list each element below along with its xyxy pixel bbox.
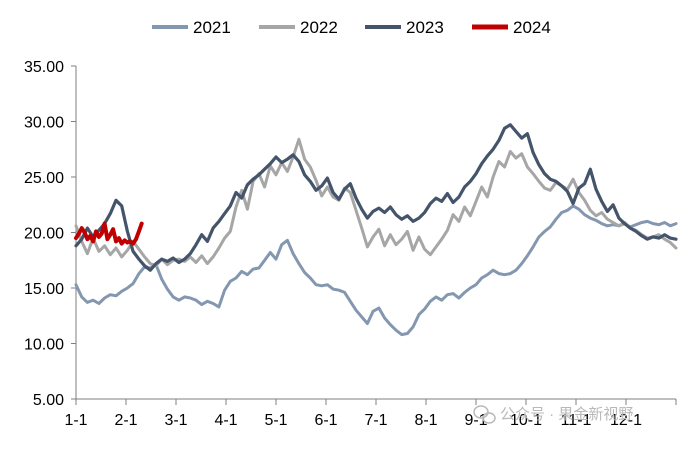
x-tick-label: 12-1 xyxy=(610,412,642,429)
x-tick-label: 3-1 xyxy=(164,412,187,429)
x-tick-label: 5-1 xyxy=(264,412,287,429)
watermark: 公众号 · 果金新视野 xyxy=(473,405,633,424)
x-tick-label: 10-1 xyxy=(510,412,542,429)
series-layer xyxy=(74,123,678,337)
watermark-text: 公众号 · 果金新视野 xyxy=(500,406,633,423)
x-tick-label: 9-1 xyxy=(464,412,487,429)
x-tick-label: 8-1 xyxy=(414,412,437,429)
legend: 2021 2022 2023 2024 xyxy=(152,18,551,37)
legend-label-2021: 2021 xyxy=(193,18,231,37)
x-axis: 1-1 2-1 3-1 4-1 5-1 6-1 7-1 8-1 9-1 10-1 11-1 12-1 xyxy=(64,398,677,429)
y-tick-label: 25.00 xyxy=(24,170,64,187)
legend-label-2023: 2023 xyxy=(406,18,444,37)
x-tick-label: 2-1 xyxy=(114,412,137,429)
legend-label-2022: 2022 xyxy=(300,18,338,37)
x-tick-label: 1-1 xyxy=(64,412,87,429)
y-tick-label: 10.00 xyxy=(24,337,64,354)
legend-label-2024: 2024 xyxy=(513,18,551,37)
y-tick-label: 15.00 xyxy=(24,281,64,298)
y-tick-label: 35.00 xyxy=(24,59,64,76)
series-line-2023 xyxy=(74,123,678,272)
x-tick-label: 6-1 xyxy=(314,412,337,429)
series-line-2024 xyxy=(74,221,144,246)
x-tick-label: 4-1 xyxy=(214,412,237,429)
y-tick-label: 30.00 xyxy=(24,115,64,132)
y-axis: 5.00 10.00 15.00 20.00 25.00 30.00 35.00 xyxy=(24,59,77,409)
wechat-icon xyxy=(473,405,496,424)
series-line-2022 xyxy=(74,137,678,268)
series-line-2021 xyxy=(74,204,678,337)
y-tick-label: 20.00 xyxy=(24,226,64,243)
x-tick-label: 7-1 xyxy=(364,412,387,429)
x-tick-label: 11-1 xyxy=(561,412,592,429)
y-tick-label: 5.00 xyxy=(33,392,64,409)
